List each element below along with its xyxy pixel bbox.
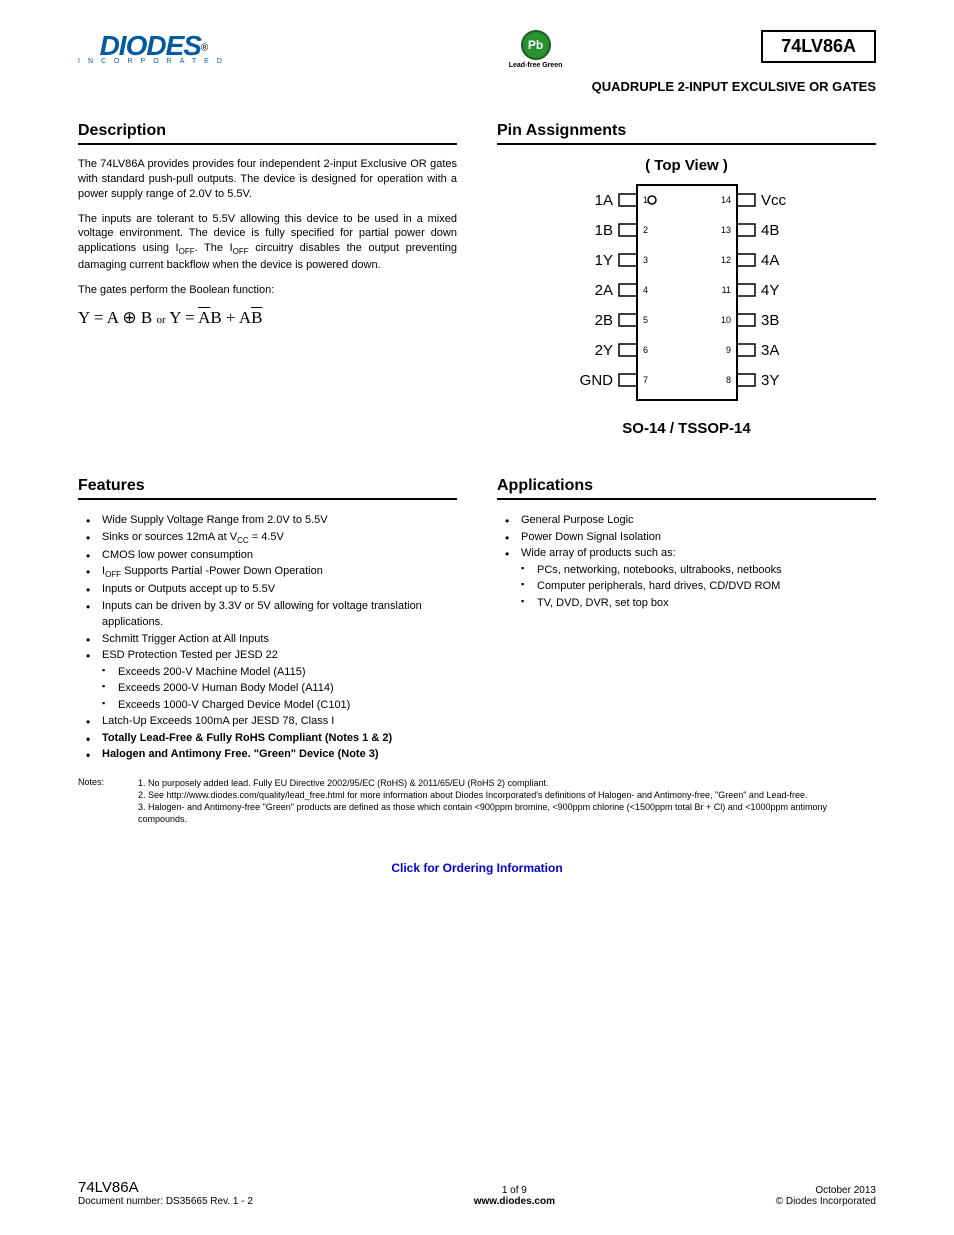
footer-date: October 2013 (776, 1185, 876, 1196)
svg-text:GND: GND (579, 372, 613, 389)
footer-right: October 2013 © Diodes Incorporated (776, 1185, 876, 1207)
svg-text:1Y: 1Y (594, 252, 612, 269)
notes-list: 1. No purposely added lead. Fully EU Dir… (138, 777, 876, 826)
footer-copyright: © Diodes Incorporated (776, 1196, 876, 1207)
pin-assignments-section: Pin Assignments ( Top View ) 1 1A 2 1B 3 1Y 4 2… (497, 122, 876, 437)
svg-text:11: 11 (721, 285, 730, 295)
list-item: IOFF Supports Partial -Power Down Operat… (78, 563, 457, 581)
list-item: Halogen and Antimony Free. "Green" Devic… (78, 746, 457, 763)
features-list: Wide Supply Voltage Range from 2.0V to 5… (78, 512, 457, 763)
svg-text:2Y: 2Y (594, 342, 612, 359)
list-item: ESD Protection Tested per JESD 22 (78, 647, 457, 664)
pin-diagram: ( Top View ) 1 1A 2 1B 3 1Y 4 2A 5 2B 6 2Y 7 GND 14 Vc… (497, 157, 876, 437)
svg-text:1A: 1A (594, 192, 612, 209)
svg-text:3: 3 (643, 255, 648, 265)
list-item: Wide array of products such as: (497, 545, 876, 562)
list-sub-item: Exceeds 200-V Machine Model (A115) (102, 664, 457, 681)
svg-text:2B: 2B (594, 312, 612, 329)
footer-url: www.diodes.com (474, 1196, 555, 1207)
list-item: Power Down Signal Isolation (497, 529, 876, 546)
svg-text:4A: 4A (761, 252, 779, 269)
logo-text: DIODES (100, 30, 201, 61)
svg-text:2A: 2A (594, 282, 612, 299)
description-section: Description The 74LV86A provides provide… (78, 122, 457, 437)
list-item: Inputs can be driven by 3.3V or 5V allow… (78, 598, 457, 631)
svg-text:1: 1 (643, 195, 648, 205)
svg-text:3B: 3B (761, 312, 779, 329)
svg-text:14: 14 (720, 195, 730, 205)
eco-badge: Pb Lead-free Green (509, 30, 563, 69)
features-section: Features Wide Supply Voltage Range from … (78, 477, 457, 763)
svg-text:7: 7 (643, 375, 648, 385)
company-logo: DIODES® INCORPORATED (78, 30, 230, 65)
list-item: Schmitt Trigger Action at All Inputs (78, 631, 457, 648)
list-sub-item: Exceeds 2000-V Human Body Model (A114) (102, 680, 457, 697)
svg-text:6: 6 (643, 345, 648, 355)
svg-text:Vcc: Vcc (761, 192, 787, 209)
applications-section: Applications General Purpose LogicPower … (497, 477, 876, 763)
document-subtitle: QUADRUPLE 2-INPUT EXCULSIVE OR GATES (78, 79, 876, 94)
description-para3: The gates perform the Boolean function: (78, 283, 457, 298)
svg-text:4: 4 (643, 285, 648, 295)
eco-label: Lead-free Green (509, 62, 563, 69)
svg-text:3Y: 3Y (761, 372, 779, 389)
list-item: Wide Supply Voltage Range from 2.0V to 5… (78, 512, 457, 529)
list-item: Inputs or Outputs accept up to 5.5V (78, 581, 457, 598)
note-item: 2. See http://www.diodes.com/quality/lea… (138, 789, 876, 801)
footer-part: 74LV86A (78, 1179, 253, 1196)
pinout-svg: 1 1A 2 1B 3 1Y 4 2A 5 2B 6 2Y 7 GND 14 Vcc 13 4B 12 4A 11 4Y… (557, 180, 817, 410)
list-sub-item: Computer peripherals, hard drives, CD/DV… (521, 578, 876, 595)
list-sub-item: Exceeds 1000-V Charged Device Model (C10… (102, 697, 457, 714)
svg-text:8: 8 (725, 375, 730, 385)
list-item: CMOS low power consumption (78, 547, 457, 564)
footer-docnum: Document number: DS35665 Rev. 1 - 2 (78, 1196, 253, 1207)
svg-text:12: 12 (720, 255, 730, 265)
boolean-formula: Y = A ⊕ B or Y = AB + AB (78, 308, 457, 328)
list-item: General Purpose Logic (497, 512, 876, 529)
ordering-link[interactable]: Click for Ordering Information (78, 861, 876, 875)
list-item: Sinks or sources 12mA at VCC = 4.5V (78, 529, 457, 547)
applications-list: General Purpose LogicPower Down Signal I… (497, 512, 876, 611)
part-number-box: 74LV86A (761, 30, 876, 63)
description-para1: The 74LV86A provides provides four indep… (78, 157, 457, 202)
list-sub-item: PCs, networking, notebooks, ultrabooks, … (521, 562, 876, 579)
package-caption: SO-14 / TSSOP-14 (622, 420, 750, 437)
list-item: Totally Lead-Free & Fully RoHS Compliant… (78, 730, 457, 747)
list-item: Latch-Up Exceeds 100mA per JESD 78, Clas… (78, 713, 457, 730)
pb-icon: Pb (521, 30, 551, 60)
svg-text:2: 2 (643, 225, 648, 235)
page-footer: 74LV86A Document number: DS35665 Rev. 1 … (78, 1179, 876, 1207)
svg-text:9: 9 (725, 345, 730, 355)
footer-left: 74LV86A Document number: DS35665 Rev. 1 … (78, 1179, 253, 1207)
svg-text:4B: 4B (761, 222, 779, 239)
footer-page: 1 of 9 (474, 1185, 555, 1196)
pin-title: Pin Assignments (497, 122, 876, 145)
notes-section: Notes: 1. No purposely added lead. Fully… (78, 777, 876, 826)
svg-text:5: 5 (643, 315, 648, 325)
svg-text:4Y: 4Y (761, 282, 779, 299)
logo-subtext: INCORPORATED (78, 58, 230, 65)
description-para2: The inputs are tolerant to 5.5V allowing… (78, 212, 457, 274)
notes-label: Notes: (78, 777, 138, 826)
note-item: 3. Halogen- and Antimony-free "Green" pr… (138, 801, 876, 825)
description-title: Description (78, 122, 457, 145)
features-title: Features (78, 477, 457, 500)
note-item: 1. No purposely added lead. Fully EU Dir… (138, 777, 876, 789)
svg-text:10: 10 (720, 315, 730, 325)
header: DIODES® INCORPORATED Pb Lead-free Green … (78, 30, 876, 69)
footer-center: 1 of 9 www.diodes.com (474, 1185, 555, 1207)
svg-text:13: 13 (720, 225, 730, 235)
logo-registered: ® (201, 42, 208, 53)
top-view-label: ( Top View ) (645, 157, 728, 174)
list-sub-item: TV, DVD, DVR, set top box (521, 595, 876, 612)
applications-title: Applications (497, 477, 876, 500)
svg-text:3A: 3A (761, 342, 779, 359)
svg-text:1B: 1B (594, 222, 612, 239)
